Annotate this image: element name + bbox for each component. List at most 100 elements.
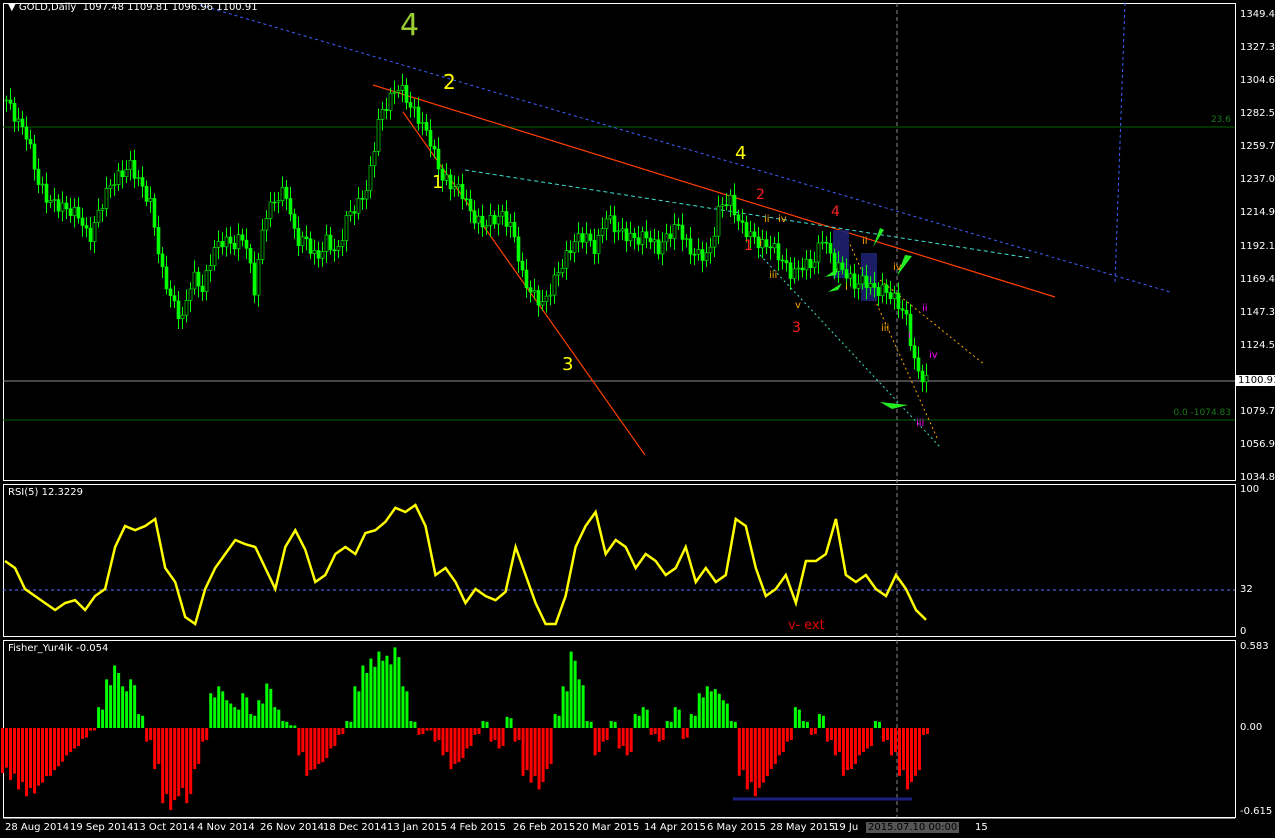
- fisher-bar: [701, 697, 705, 728]
- fisher-bar: [313, 728, 317, 769]
- wave-label[interactable]: iv: [929, 350, 938, 361]
- cyan-dotted-channel[interactable]: [759, 254, 941, 448]
- fisher-tick: 0.00: [1240, 722, 1263, 733]
- vertical-dotted-line[interactable]: [1114, 2, 1126, 283]
- dropdown-triangle-icon[interactable]: ▼: [8, 2, 16, 13]
- wave-label[interactable]: 4: [831, 204, 840, 220]
- candle-body: [844, 269, 849, 279]
- wave-label[interactable]: 2: [443, 70, 456, 94]
- fisher-bar: [405, 691, 409, 728]
- candle: [220, 232, 225, 255]
- wave-label[interactable]: i: [759, 238, 762, 249]
- wave-label[interactable]: 4: [400, 8, 420, 43]
- fisher-bar: [301, 728, 305, 753]
- candle-body: [148, 198, 153, 202]
- wave-label[interactable]: 4: [735, 143, 747, 164]
- candle-body: [304, 236, 309, 240]
- fisher-bar: [729, 721, 733, 728]
- fisher-bar: [473, 728, 477, 735]
- candle-body: [312, 250, 317, 254]
- wave-label[interactable]: 3: [562, 354, 574, 375]
- trendline-upper[interactable]: [372, 84, 1056, 298]
- fisher-bar: [485, 721, 489, 728]
- candle-body: [320, 251, 325, 259]
- candle-body: [716, 205, 721, 237]
- candle-body: [544, 295, 549, 302]
- candle-body: [120, 170, 125, 178]
- candle: [772, 236, 777, 254]
- candle-body: [612, 215, 617, 233]
- candle-body: [504, 211, 509, 227]
- candle-body: [724, 204, 729, 206]
- wave-label[interactable]: ii: [922, 303, 928, 314]
- wave-label[interactable]: iii: [916, 418, 925, 429]
- candle-body: [688, 238, 693, 255]
- fisher-bar: [693, 715, 697, 728]
- wave-label[interactable]: i: [845, 282, 848, 293]
- candle-body: [56, 199, 61, 212]
- candle: [636, 225, 641, 252]
- candle-body: [708, 246, 713, 254]
- fisher-bar: [453, 728, 457, 765]
- candle-body: [292, 213, 297, 229]
- cyan-dashed-line[interactable]: [464, 169, 1031, 259]
- candle: [508, 213, 513, 238]
- rsi-tick: 100: [1240, 484, 1260, 495]
- wave-label[interactable]: v: [795, 300, 801, 311]
- candle: [196, 267, 201, 298]
- price-tick: 1349.45: [1240, 9, 1275, 20]
- fisher-bar: [145, 728, 149, 742]
- fisher-bar: [897, 728, 901, 776]
- wave-label[interactable]: i: [908, 330, 911, 341]
- fisher-bar: [501, 728, 505, 747]
- candle: [660, 232, 665, 266]
- candle: [260, 218, 265, 265]
- candle: [576, 222, 581, 253]
- fisher-bar: [173, 728, 177, 801]
- channel-upper-dotted[interactable]: [199, 4, 1171, 293]
- candle: [304, 225, 309, 251]
- candle: [620, 218, 625, 241]
- fisher-bar: [517, 728, 521, 741]
- highlight-box-2[interactable]: [861, 253, 877, 301]
- candle-body: [248, 248, 253, 264]
- candle: [680, 213, 685, 251]
- fisher-bar: [53, 728, 57, 771]
- wave-label[interactable]: ii: [764, 214, 770, 225]
- candle: [108, 179, 113, 199]
- candle-body: [16, 118, 21, 122]
- candle: [716, 195, 721, 245]
- wave-label[interactable]: 2: [756, 187, 765, 203]
- candle-body: [500, 211, 505, 217]
- fisher-bar: [465, 728, 469, 749]
- candle: [380, 101, 385, 131]
- wave-label[interactable]: 3: [792, 320, 801, 336]
- candle-body: [876, 287, 881, 296]
- candle: [308, 231, 313, 260]
- candle: [608, 205, 613, 224]
- wave-label[interactable]: 1: [432, 172, 444, 193]
- main-panel-frame: [3, 3, 1236, 481]
- candle-body: [728, 194, 733, 206]
- wave-label[interactable]: ii: [862, 236, 868, 247]
- wave-label[interactable]: 1: [744, 238, 753, 254]
- fisher-bar: [393, 647, 397, 728]
- fisher-bar: [1, 728, 4, 774]
- candle: [296, 216, 301, 257]
- candle: [644, 220, 649, 249]
- wave-label[interactable]: iv: [778, 214, 787, 225]
- wave-label[interactable]: iii: [769, 270, 778, 281]
- fisher-bar: [69, 728, 73, 753]
- fisher-bar: [849, 728, 853, 769]
- price-tick: 1282.50: [1240, 107, 1275, 119]
- candle: [560, 259, 565, 278]
- candle: [128, 151, 133, 181]
- candle-body: [776, 243, 781, 261]
- candle-body: [364, 190, 369, 200]
- candle: [104, 176, 109, 217]
- wave-label[interactable]: iii: [881, 323, 890, 334]
- wave-label[interactable]: iv: [893, 262, 902, 273]
- fisher-bar: [521, 728, 525, 776]
- fisher-bar: [861, 728, 865, 753]
